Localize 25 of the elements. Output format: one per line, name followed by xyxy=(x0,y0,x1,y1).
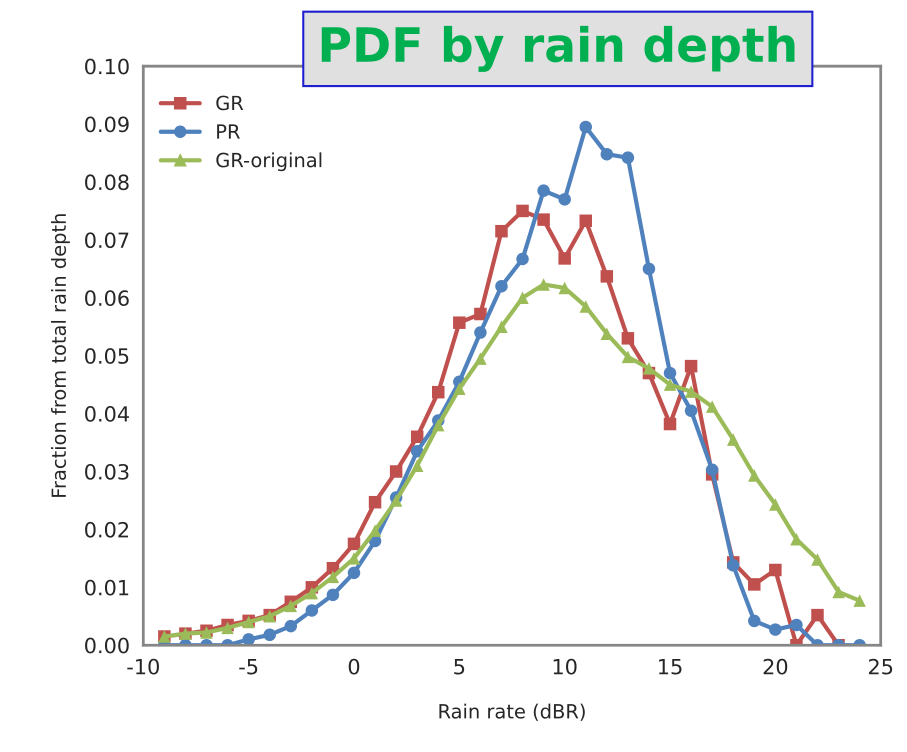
x-tick-label: 10 xyxy=(554,658,577,675)
legend-label: PR xyxy=(217,124,240,139)
x-axis-title: Rain rate (dBR) xyxy=(439,704,585,721)
x-tick-label: 25 xyxy=(868,658,892,675)
x-tick-label: -10 xyxy=(127,658,159,675)
y-tick-label: 0.09 xyxy=(85,116,129,132)
x-tick-label: 5 xyxy=(454,659,464,675)
chart-title: PDF by rain depth xyxy=(322,26,794,72)
y-tick-label: 0.02 xyxy=(85,522,128,538)
legend-label: GR-original xyxy=(216,152,322,172)
x-tick-label: 0 xyxy=(348,658,360,675)
y-tick-label: 0.01 xyxy=(85,580,128,596)
y-tick-label: 0.03 xyxy=(85,464,128,480)
y-tick-label: 0.06 xyxy=(85,290,129,306)
y-axis-title: Fraction from total rain depth xyxy=(51,214,70,497)
x-tick-label: -5 xyxy=(239,659,258,675)
y-tick-label: 0.00 xyxy=(85,638,129,654)
x-tick-label: 20 xyxy=(764,658,788,675)
legend-label: GR xyxy=(216,96,244,110)
y-tick-label: 0.08 xyxy=(85,174,129,190)
x-tick-label: 15 xyxy=(659,659,682,675)
y-tick-label: 0.05 xyxy=(85,348,128,364)
y-tick-label: 0.07 xyxy=(85,232,128,248)
y-tick-label: 0.04 xyxy=(85,406,129,422)
y-tick-label: 0.10 xyxy=(85,58,129,74)
